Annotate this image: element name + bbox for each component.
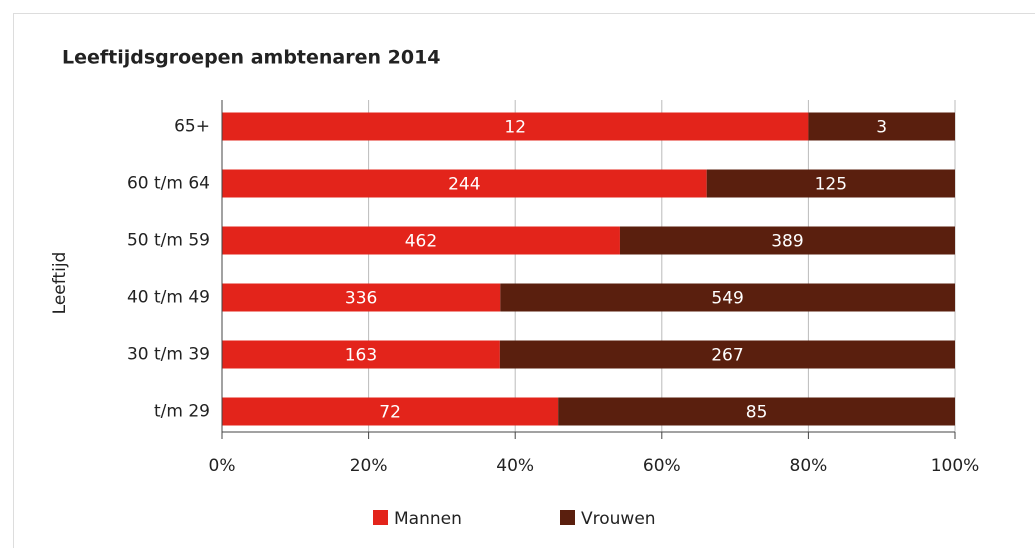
frame xyxy=(13,13,1035,548)
x-tick-label: 100% xyxy=(931,456,980,476)
data-label: 389 xyxy=(771,232,803,252)
data-label: 72 xyxy=(379,403,401,423)
bar xyxy=(222,112,809,141)
data-label: 12 xyxy=(504,118,526,138)
legend-swatch xyxy=(373,510,388,525)
x-tick-label: 0% xyxy=(209,456,236,476)
legend-label: Vrouwen xyxy=(581,509,656,529)
bar xyxy=(222,283,501,312)
data-label: 267 xyxy=(711,346,743,366)
bar xyxy=(706,169,955,198)
bar xyxy=(222,340,500,369)
y-tick-label: 40 t/m 49 xyxy=(127,288,210,308)
x-tick-label: 80% xyxy=(790,456,828,476)
data-label: 336 xyxy=(345,289,377,309)
data-label: 163 xyxy=(345,346,377,366)
bar xyxy=(619,226,955,255)
x-tick-label: 20% xyxy=(350,456,388,476)
y-tick-label: 60 t/m 64 xyxy=(127,174,210,194)
y-tick-label: 50 t/m 59 xyxy=(127,231,210,251)
data-label: 85 xyxy=(746,403,768,423)
data-label: 125 xyxy=(815,175,847,195)
bar xyxy=(500,283,955,312)
bar xyxy=(222,169,707,198)
x-tick-label: 40% xyxy=(496,456,534,476)
legend-label: Mannen xyxy=(394,509,462,529)
y-tick-label: 30 t/m 39 xyxy=(127,345,210,365)
data-label: 244 xyxy=(448,175,480,195)
y-tick-label: t/m 29 xyxy=(154,402,210,422)
chart-title: Leeftijdsgroepen ambtenaren 2014 xyxy=(62,47,441,69)
bar xyxy=(222,226,620,255)
y-axis-label: Leeftijd xyxy=(50,252,70,315)
bar xyxy=(222,397,559,426)
x-tick-label: 60% xyxy=(643,456,681,476)
data-label: 549 xyxy=(711,289,743,309)
y-tick-label: 65+ xyxy=(174,117,210,137)
data-label: 462 xyxy=(405,232,437,252)
bar xyxy=(558,397,955,426)
data-label: 3 xyxy=(876,118,887,138)
legend-swatch xyxy=(560,510,575,525)
bar xyxy=(499,340,955,369)
bar xyxy=(808,112,955,141)
